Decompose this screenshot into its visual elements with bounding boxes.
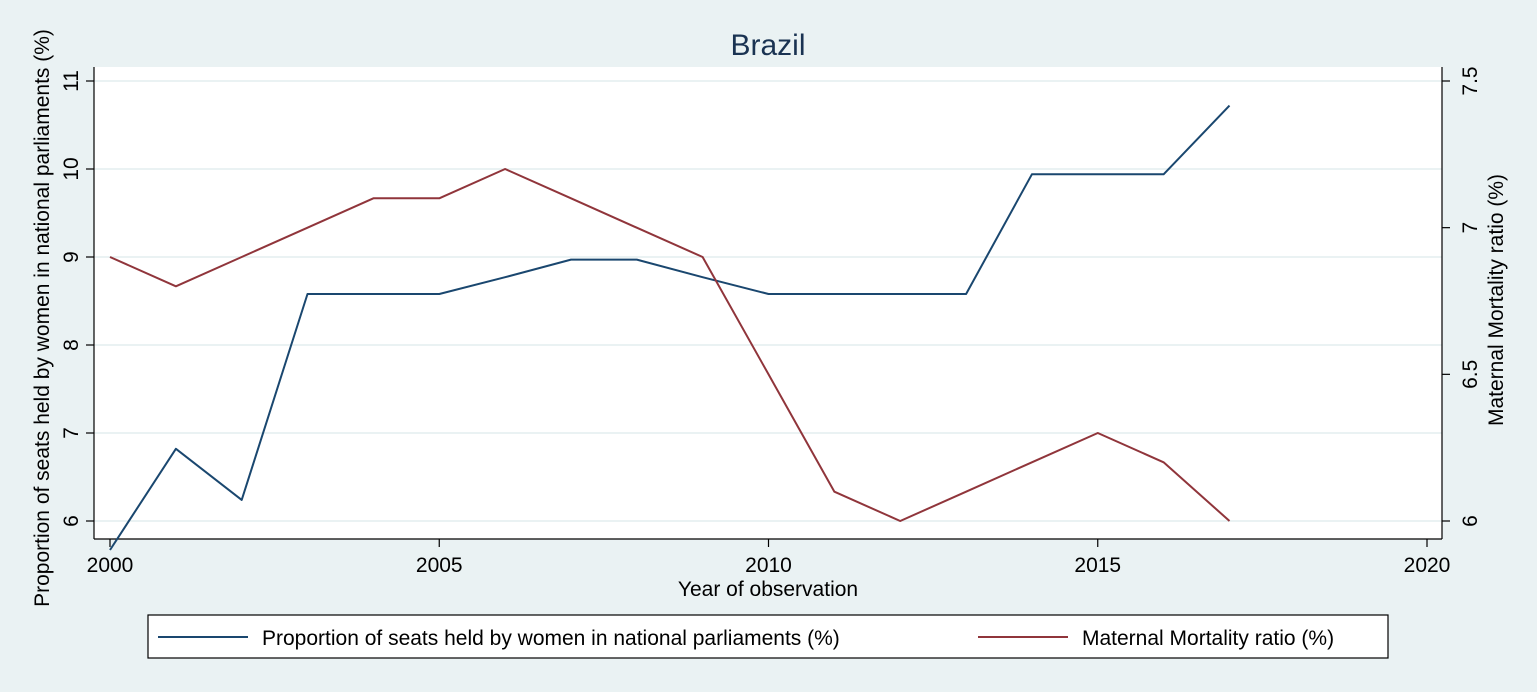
x-tick-label-2020: 2020 — [1404, 554, 1451, 577]
x-tick-label-2000: 2000 — [87, 554, 134, 577]
y-right-tick-label-6.5: 6.5 — [1459, 360, 1482, 389]
y-axis-title-right: Maternal Mortality ratio (%) — [1485, 174, 1508, 426]
chart-title: Brazil — [730, 29, 805, 62]
series-line-women-seats — [109, 104, 1231, 551]
y-left-tick-label-7: 7 — [60, 427, 83, 439]
y-right-tick-label-7.5: 7.5 — [1459, 66, 1482, 95]
y-right-tick-label-6: 6 — [1459, 515, 1482, 527]
legend: Proportion of seats held by women in nat… — [147, 614, 1389, 659]
y-left-tick-label-9: 9 — [60, 251, 83, 263]
y-left-tick-label-11: 11 — [60, 70, 83, 92]
y-left-tick-label-10: 10 — [60, 157, 83, 180]
series-line-maternal-mortality — [109, 168, 1231, 522]
legend-label-maternal-mortality: Maternal Mortality ratio (%) — [1082, 627, 1334, 650]
gridlines — [94, 80, 1442, 522]
y-right-tick-label-7: 7 — [1459, 222, 1482, 234]
series-layer — [109, 104, 1231, 551]
axes: 2000 2005 2010 2015 2020 6 7 8 9 10 11 6 6.5 7 7.5 — [60, 66, 1482, 577]
plot-area — [94, 67, 1442, 539]
x-axis-title: Year of observation — [678, 578, 858, 601]
y-axis-title-left: Proportion of seats held by women in nat… — [31, 29, 54, 607]
y-left-tick-label-6: 6 — [60, 515, 83, 527]
legend-box — [147, 614, 1389, 659]
x-tick-label-2015: 2015 — [1074, 554, 1121, 577]
x-tick-label-2010: 2010 — [745, 554, 792, 577]
legend-label-women-seats: Proportion of seats held by women in nat… — [262, 627, 840, 650]
y-left-tick-label-8: 8 — [60, 339, 83, 351]
x-tick-label-2005: 2005 — [416, 554, 463, 577]
